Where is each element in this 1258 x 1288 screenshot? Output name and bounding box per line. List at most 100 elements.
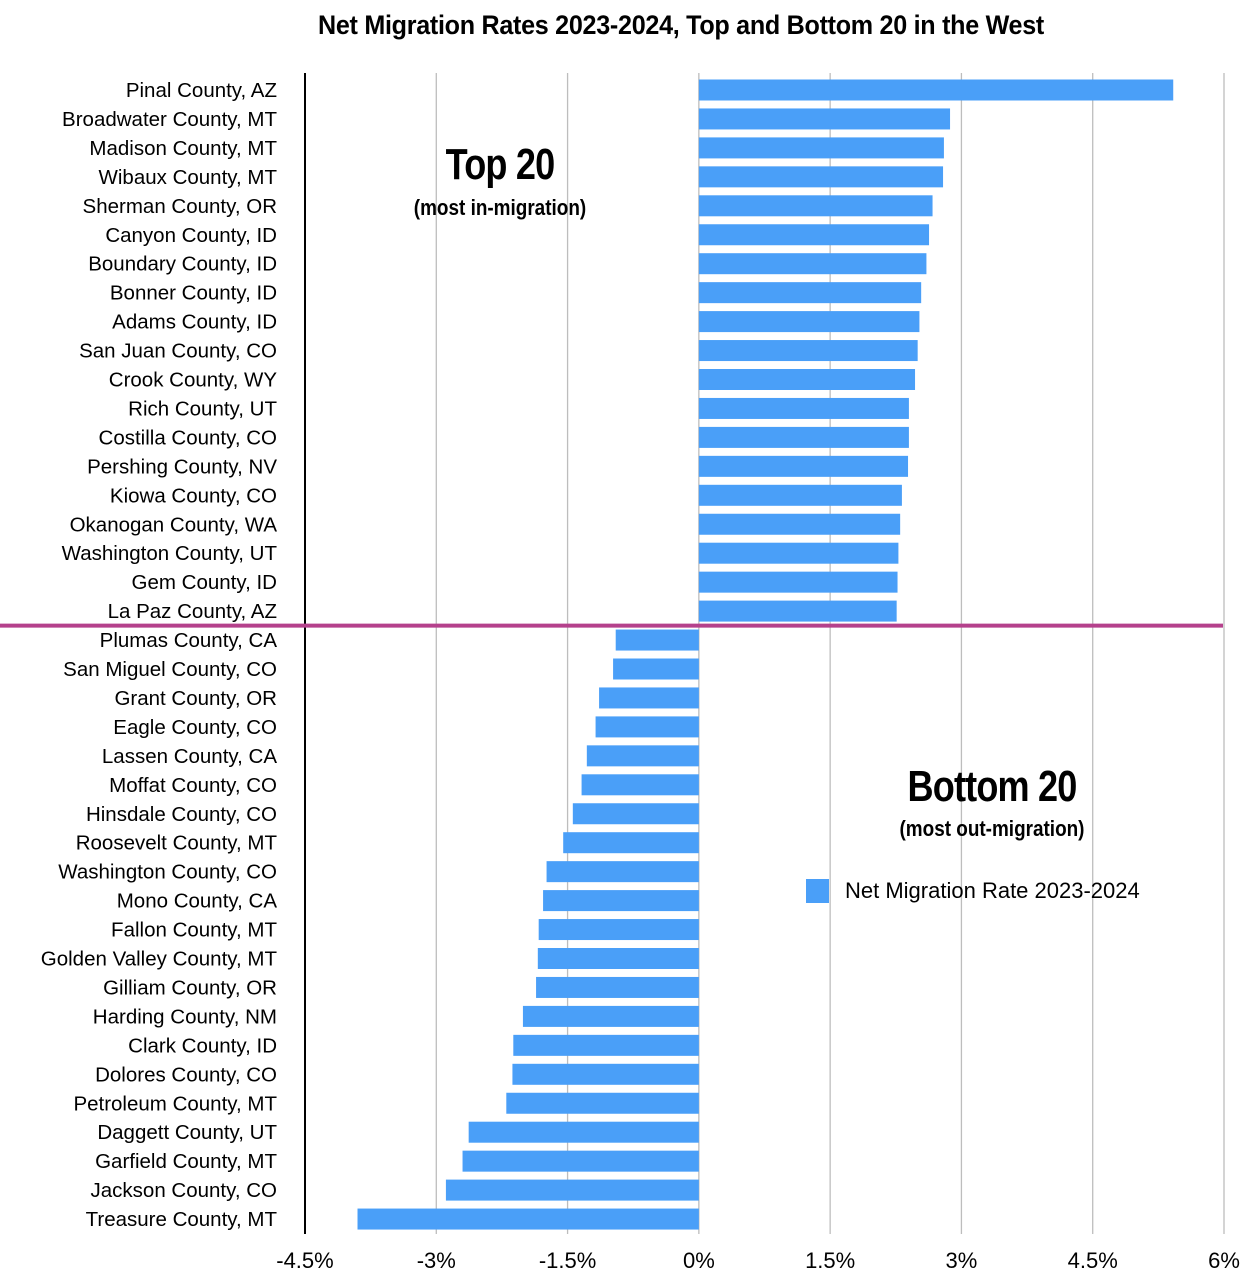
bar	[522, 1005, 699, 1027]
category-label: Grant County, OR	[114, 687, 277, 710]
chart-title: Net Migration Rates 2023-2024, Top and B…	[318, 10, 1045, 40]
bar	[698, 340, 918, 362]
bar	[698, 195, 933, 217]
category-labels: Pinal County, AZ Broadwater County, MT Mad…	[41, 79, 278, 1231]
bar	[698, 79, 1174, 101]
legend-swatch	[806, 879, 829, 903]
category-label: San Juan County, CO	[79, 340, 277, 363]
bar	[698, 311, 920, 333]
bar	[698, 137, 944, 159]
category-label: Sherman County, OR	[83, 195, 277, 218]
bar	[357, 1208, 699, 1230]
bar	[698, 369, 916, 390]
bar	[586, 745, 699, 767]
bar	[538, 919, 699, 941]
category-label: Mono County, CA	[117, 890, 278, 913]
category-label: Costilla County, CO	[99, 426, 277, 449]
x-tick-label: 3%	[946, 1248, 978, 1273]
bar	[698, 253, 927, 275]
category-label: Broadwater County, MT	[62, 108, 277, 131]
category-label: Okanogan County, WA	[70, 513, 278, 536]
bar	[445, 1179, 699, 1201]
gridlines	[435, 73, 1225, 1234]
bar	[698, 166, 944, 188]
category-label: Jackson County, CO	[91, 1179, 277, 1202]
bar	[698, 426, 909, 448]
category-label: San Miguel County, CO	[63, 658, 277, 681]
annotation-bottom-title: Bottom 20	[907, 762, 1077, 811]
category-label: Madison County, MT	[89, 137, 277, 160]
category-label: Moffat County, CO	[109, 774, 277, 797]
bar	[698, 397, 909, 419]
bar	[698, 571, 898, 593]
x-tick-label: 4.5%	[1068, 1248, 1118, 1273]
category-label: Plumas County, CA	[100, 629, 278, 652]
bar	[613, 658, 699, 680]
bar	[572, 803, 699, 825]
category-label: Washington County, CO	[58, 861, 277, 884]
bar	[468, 1121, 699, 1143]
category-label: Eagle County, CO	[113, 716, 277, 739]
category-label: Harding County, NM	[93, 1005, 277, 1028]
category-label: Pershing County, NV	[87, 455, 277, 478]
category-label: Rich County, UT	[128, 397, 277, 420]
bar	[563, 832, 699, 854]
legend-label: Net Migration Rate 2023-2024	[845, 878, 1140, 903]
category-label: Clark County, ID	[128, 1034, 277, 1057]
bar	[537, 948, 699, 969]
bar	[581, 774, 699, 796]
bar	[698, 282, 922, 304]
category-label: Daggett County, UT	[97, 1121, 277, 1144]
bar	[698, 513, 901, 535]
category-label: Boundary County, ID	[88, 253, 277, 276]
x-tick-label: 6%	[1208, 1248, 1240, 1273]
category-label: Lassen County, CA	[102, 745, 277, 768]
category-label: Golden Valley County, MT	[41, 948, 278, 971]
category-label: Wibaux County, MT	[99, 166, 278, 189]
bar	[599, 687, 699, 709]
legend: Net Migration Rate 2023-2024	[806, 878, 1140, 904]
bar	[536, 976, 699, 998]
category-label: Kiowa County, CO	[110, 484, 277, 507]
bar	[615, 629, 699, 651]
category-label: Crook County, WY	[109, 369, 278, 392]
x-tick-label: 0%	[683, 1248, 715, 1273]
category-label: Adams County, ID	[112, 311, 277, 334]
category-label: Gilliam County, OR	[103, 976, 277, 999]
x-tick-labels: -4.5% -3% -1.5% 0% 1.5% 3% 4.5% 6%	[276, 1248, 1240, 1273]
category-label: Hinsdale County, CO	[86, 803, 277, 826]
bar	[512, 1063, 699, 1085]
bar	[698, 108, 951, 130]
bar	[698, 600, 897, 622]
bar	[698, 484, 902, 506]
bar	[513, 1034, 699, 1056]
category-label: Pinal County, AZ	[126, 79, 277, 102]
annotation-bottom-subtitle: (most out-migration)	[899, 816, 1085, 841]
category-label: La Paz County, AZ	[108, 600, 277, 623]
annotation-top-title: Top 20	[445, 140, 555, 189]
category-label: Washington County, UT	[62, 542, 278, 565]
bar	[546, 861, 699, 883]
category-label: Treasure County, MT	[86, 1208, 278, 1231]
bar	[543, 890, 699, 912]
annotation-top-subtitle: (most in-migration)	[413, 195, 587, 220]
bar	[506, 1092, 699, 1114]
x-tick-label: 1.5%	[805, 1248, 855, 1273]
category-label: Fallon County, MT	[111, 919, 277, 942]
category-label: Gem County, ID	[132, 571, 277, 594]
bar	[698, 455, 909, 477]
x-tick-label: -3%	[417, 1248, 456, 1273]
category-label: Canyon County, ID	[105, 224, 277, 247]
category-label: Garfield County, MT	[95, 1150, 277, 1173]
x-tick-label: -1.5%	[539, 1248, 596, 1273]
bars	[357, 79, 1174, 1230]
category-label: Roosevelt County, MT	[76, 832, 278, 855]
category-label: Petroleum County, MT	[73, 1092, 277, 1115]
bar	[462, 1150, 699, 1172]
bar	[698, 542, 899, 564]
category-label: Dolores County, CO	[95, 1063, 277, 1086]
x-tick-label: -4.5%	[276, 1248, 333, 1273]
category-label: Bonner County, ID	[110, 282, 277, 305]
bar	[698, 224, 930, 246]
